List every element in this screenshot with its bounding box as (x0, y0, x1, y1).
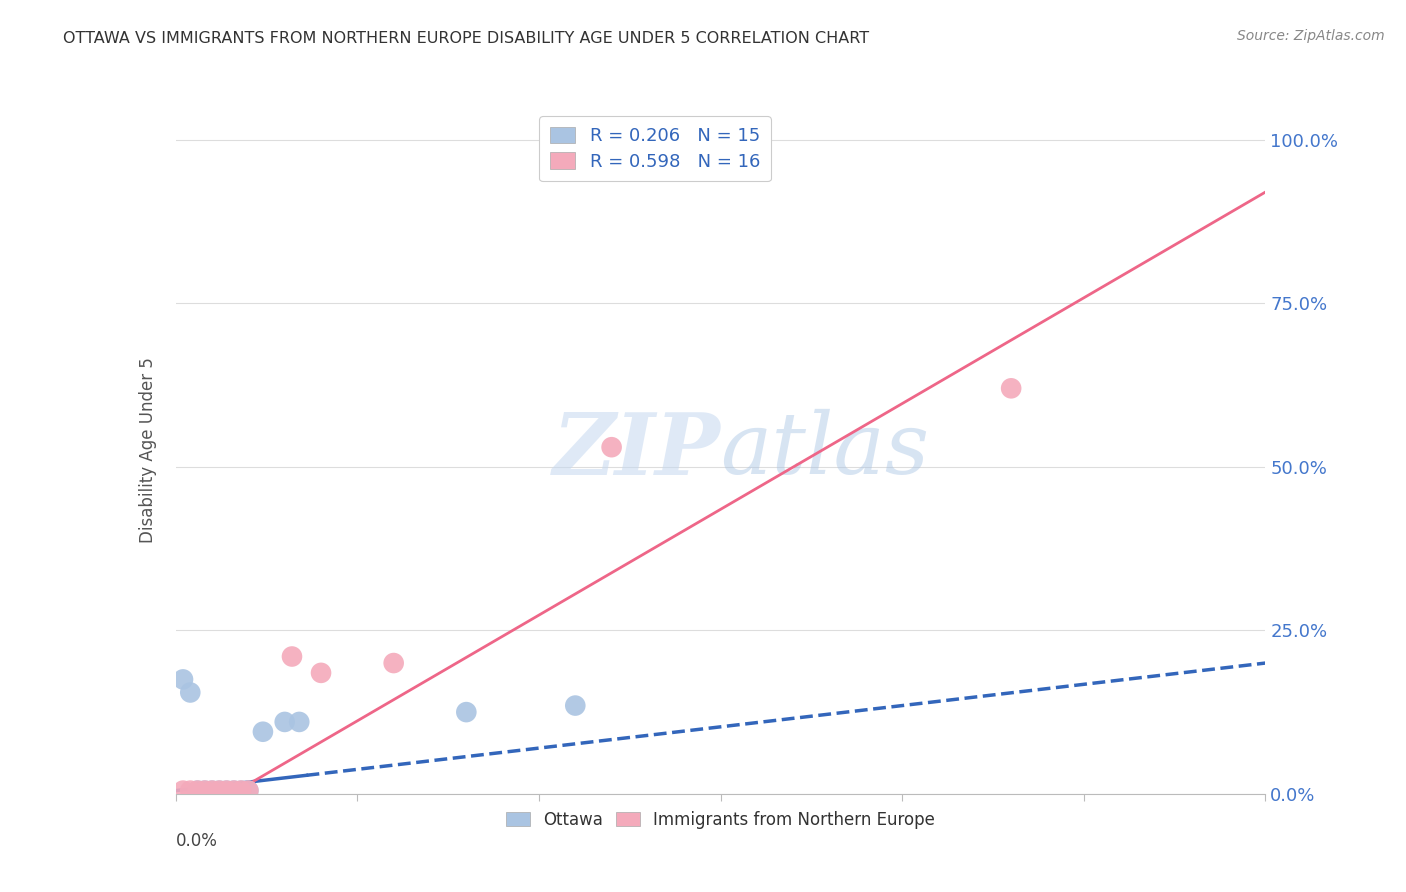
Point (274, 714, 297, 729)
Point (215, 783, 238, 797)
Point (231, 783, 253, 797)
Point (456, 705, 478, 719)
Point (172, 783, 194, 797)
Text: OTTAWA VS IMMIGRANTS FROM NORTHERN EUROPE DISABILITY AGE UNDER 5 CORRELATION CHA: OTTAWA VS IMMIGRANTS FROM NORTHERN EUROP… (63, 31, 869, 46)
Point (186, 783, 209, 797)
Text: Source: ZipAtlas.com: Source: ZipAtlas.com (1237, 29, 1385, 43)
Text: ZIP: ZIP (553, 409, 721, 492)
Point (238, 783, 260, 797)
Point (231, 783, 253, 797)
Point (172, 673, 194, 687)
Point (179, 783, 201, 797)
Point (194, 783, 217, 797)
Point (288, 714, 311, 729)
Point (600, 440, 623, 454)
Point (564, 698, 586, 713)
Point (382, 656, 405, 670)
Point (201, 783, 224, 797)
Point (179, 685, 201, 699)
Point (208, 783, 231, 797)
Point (1000, 381, 1022, 395)
Point (201, 783, 224, 797)
Point (194, 783, 217, 797)
Point (222, 783, 245, 797)
Point (208, 783, 231, 797)
Point (222, 783, 245, 797)
Point (186, 783, 209, 797)
Y-axis label: Disability Age Under 5: Disability Age Under 5 (139, 358, 157, 543)
Point (215, 783, 238, 797)
Text: 0.0%: 0.0% (176, 831, 218, 850)
Point (281, 649, 304, 664)
Point (309, 665, 332, 680)
Text: atlas: atlas (721, 409, 929, 491)
Point (238, 783, 260, 797)
Legend: Ottawa, Immigrants from Northern Europe: Ottawa, Immigrants from Northern Europe (498, 803, 943, 837)
Point (252, 724, 274, 739)
